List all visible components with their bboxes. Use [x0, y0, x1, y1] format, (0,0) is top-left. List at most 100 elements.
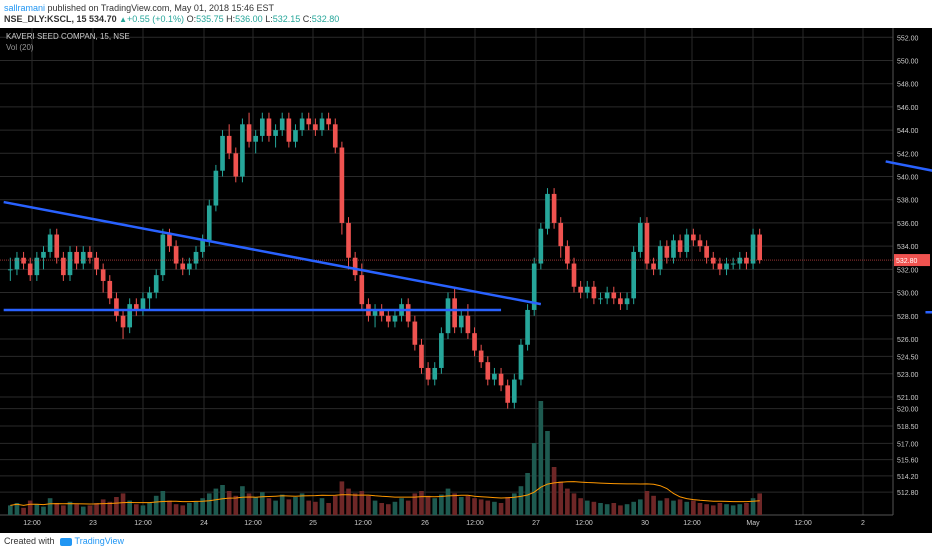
- candle: [412, 321, 418, 345]
- volume-bar: [200, 498, 205, 515]
- candle: [750, 234, 756, 264]
- volume-bar: [167, 500, 172, 515]
- candle: [220, 135, 225, 171]
- volume-bar: [313, 501, 318, 515]
- footer-bar: Created with TradingView: [0, 533, 932, 550]
- volume-bar: [518, 486, 524, 515]
- x-tick-label: 27: [532, 520, 540, 527]
- volume-bar: [306, 500, 312, 515]
- last-price: 534.70: [89, 14, 117, 24]
- x-tick-label: 12:00: [354, 520, 372, 527]
- volume-bar: [54, 503, 60, 515]
- y-tick-label: 532.00: [897, 267, 919, 274]
- x-tick-label: 12:00: [794, 520, 812, 527]
- volume-bar: [259, 492, 265, 515]
- high-label: H:: [226, 14, 236, 24]
- volume-bar: [293, 497, 298, 515]
- x-tick-label: 24: [200, 520, 208, 527]
- volume-bar: [571, 493, 577, 515]
- tradingview-logo-icon: [59, 537, 72, 546]
- candle: [425, 367, 431, 380]
- chart-canvas[interactable]: 552.00 550.00 548.00 546.00 544.00 542.00 540.…: [0, 28, 932, 533]
- volume-bar: [724, 504, 729, 515]
- candle: [41, 251, 46, 258]
- volume-bar: [140, 505, 146, 515]
- volume-bar: [332, 495, 338, 515]
- candle: [478, 350, 484, 363]
- up-triangle-icon: ▲: [119, 15, 128, 24]
- y-tick-label: 530.00: [897, 291, 919, 298]
- volume-bar: [405, 500, 411, 515]
- candle: [226, 135, 232, 154]
- volume-bar: [704, 504, 709, 515]
- volume-bar: [339, 481, 345, 515]
- candle: [206, 205, 212, 241]
- candle: [445, 298, 451, 334]
- candle: [419, 344, 424, 368]
- candle: [372, 309, 378, 316]
- candle: [697, 240, 703, 247]
- candle: [240, 124, 245, 177]
- candle: [730, 263, 736, 265]
- volume-bar: [279, 494, 285, 515]
- volume-bar: [419, 491, 424, 515]
- open-value: 535.75: [196, 14, 224, 24]
- author-link[interactable]: sallramani: [4, 3, 46, 13]
- open-label: O:: [186, 14, 197, 24]
- volume-bar: [412, 493, 418, 515]
- tradingview-brand[interactable]: TradingView: [74, 536, 125, 546]
- volume-indicator-label[interactable]: Vol (20): [6, 43, 34, 52]
- candle: [604, 292, 610, 299]
- candle: [392, 315, 398, 322]
- volume-bar: [458, 497, 464, 515]
- volume-bar: [684, 501, 690, 515]
- volume-bar: [21, 507, 26, 515]
- volume-bar: [273, 500, 278, 515]
- y-tick-label: 518.50: [897, 424, 919, 431]
- volume-bar: [611, 503, 617, 515]
- candle: [558, 222, 564, 247]
- volume-bar: [34, 504, 40, 515]
- volume-bar: [465, 495, 471, 515]
- candle: [624, 298, 630, 305]
- candle: [458, 315, 464, 328]
- y-tick-label: 524.50: [897, 354, 919, 361]
- x-tick-label: 12:00: [575, 520, 593, 527]
- volume-bar: [737, 504, 743, 515]
- candle: [140, 298, 146, 310]
- candle: [246, 124, 252, 142]
- volume-bar: [153, 495, 159, 515]
- volume-bar: [366, 495, 371, 515]
- volume-bar: [27, 500, 33, 515]
- candle: [253, 135, 259, 142]
- volume-bar: [485, 500, 491, 515]
- volume-bar: [545, 431, 550, 515]
- volume-ma-line: [10, 481, 760, 506]
- candle: [21, 257, 26, 264]
- candle: [87, 251, 93, 258]
- price-chart[interactable]: 552.00 550.00 548.00 546.00 544.00 542.00 540.…: [0, 28, 932, 533]
- x-tick-label: 12:00: [244, 520, 262, 527]
- candle: [704, 246, 709, 258]
- trendline: [3, 200, 542, 306]
- candle: [213, 170, 219, 206]
- candle: [710, 257, 716, 264]
- volume-bar: [253, 497, 259, 515]
- y-tick-label: 542.00: [897, 151, 919, 158]
- volume-bar: [114, 497, 119, 515]
- candle: [173, 246, 179, 264]
- candle: [299, 118, 305, 131]
- volume-bar: [173, 504, 179, 515]
- candle: [47, 234, 53, 252]
- volume-bar: [392, 501, 398, 515]
- volume-bar: [160, 491, 166, 515]
- symbol-line: NSE_DLY:KSCL, 15 534.70 ▲+0.55 (+0.1%) O…: [4, 14, 339, 24]
- volume-bar: [266, 498, 272, 515]
- candle: [452, 298, 457, 328]
- volume-bar: [299, 493, 305, 515]
- candle: [27, 263, 33, 276]
- candle: [332, 124, 338, 148]
- publication-line: sallramani published on TradingView.com,…: [4, 3, 274, 13]
- candle: [61, 257, 66, 276]
- x-tick-label: 25: [309, 520, 317, 527]
